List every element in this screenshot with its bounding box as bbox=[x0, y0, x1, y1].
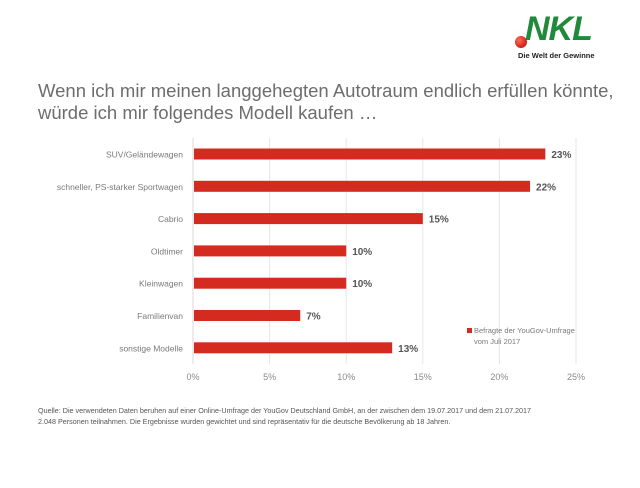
x-tick-label: 20% bbox=[490, 372, 508, 382]
source-footnote: Quelle: Die verwendeten Daten beruhen au… bbox=[38, 405, 628, 427]
title-line-1: Wenn ich mir meinen langgehegten Autotra… bbox=[38, 80, 614, 101]
bar bbox=[194, 148, 546, 160]
category-label: Cabrio bbox=[158, 214, 183, 224]
data-label: 15% bbox=[429, 215, 449, 226]
logo-brand: NKL bbox=[525, 10, 593, 48]
footnote-line-1: Quelle: Die verwendeten Daten beruhen au… bbox=[38, 406, 532, 415]
legend-label: Befragte der YouGov-Umfrage bbox=[474, 326, 575, 335]
bar bbox=[194, 342, 393, 354]
legend-label: vom Juli 2017 bbox=[474, 337, 520, 346]
chart-title: Wenn ich mir meinen langgehegten Autotra… bbox=[38, 80, 628, 124]
data-label: 10% bbox=[352, 247, 372, 258]
title-line-2: würde ich mir folgendes Modell kaufen … bbox=[38, 102, 378, 123]
category-label: SUV/Geländewagen bbox=[106, 150, 183, 160]
category-label: schneller, PS-starker Sportwagen bbox=[57, 182, 183, 192]
category-label: Oldtimer bbox=[151, 246, 183, 256]
category-label: sonstige Modelle bbox=[119, 343, 183, 353]
category-label: Kleinwagen bbox=[139, 279, 183, 289]
bar bbox=[194, 213, 423, 225]
data-label: 7% bbox=[306, 312, 321, 323]
data-label: 23% bbox=[551, 150, 571, 161]
bar bbox=[194, 245, 347, 257]
footnote-line-2: 2.048 Personen teilnahmen. Die Ergebniss… bbox=[38, 417, 451, 426]
bar bbox=[194, 310, 301, 321]
x-tick-label: 15% bbox=[414, 372, 432, 382]
x-tick-label: 5% bbox=[263, 372, 276, 382]
bar bbox=[194, 180, 531, 192]
x-tick-label: 10% bbox=[337, 372, 355, 382]
category-label: Familienvan bbox=[137, 311, 183, 321]
data-label: 13% bbox=[398, 344, 418, 355]
bar bbox=[194, 277, 347, 289]
nkl-logo: NKL Die Welt der Gewinne bbox=[515, 10, 625, 60]
logo-ball-icon bbox=[515, 36, 527, 48]
logo-tagline: Die Welt der Gewinne bbox=[518, 51, 595, 60]
x-tick-label: 0% bbox=[186, 372, 199, 382]
legend-swatch bbox=[467, 328, 472, 333]
data-label: 10% bbox=[352, 279, 372, 290]
x-tick-label: 25% bbox=[567, 372, 585, 382]
data-label: 22% bbox=[536, 182, 556, 193]
